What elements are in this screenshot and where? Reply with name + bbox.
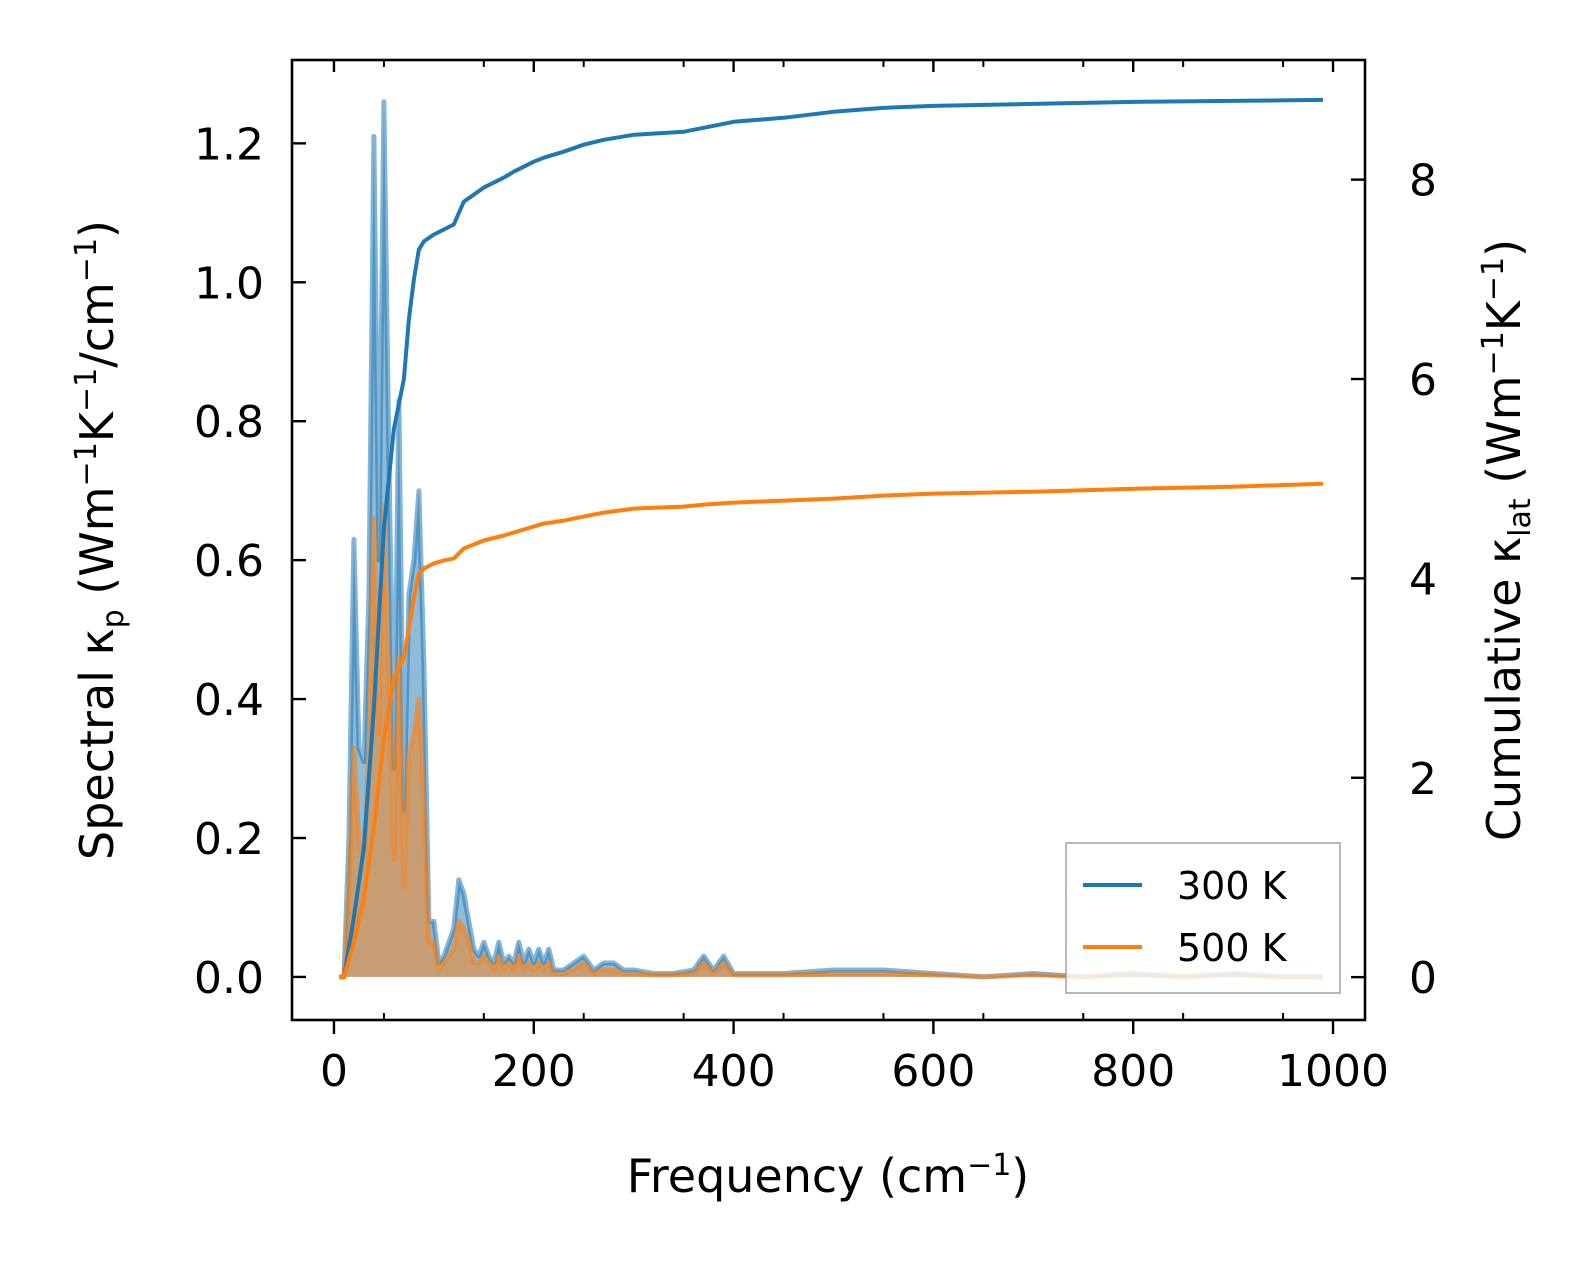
y-left-tick-label: 0.6 <box>194 536 264 587</box>
legend-box <box>1065 842 1341 994</box>
plot-area <box>339 97 1324 980</box>
plot-frame <box>290 58 1367 1022</box>
y-right-tick-label: 8 <box>1409 156 1437 207</box>
x-tick-label: 800 <box>1091 1046 1175 1097</box>
legend-label-500k: 500 K <box>1177 926 1288 970</box>
x-tick-label: 600 <box>891 1046 975 1097</box>
y-right-tick-label: 6 <box>1409 355 1437 406</box>
y-right-tick-label: 2 <box>1409 754 1437 805</box>
x-tick-label: 1000 <box>1277 1046 1389 1097</box>
legend: 300 K 500 K <box>1065 842 1341 994</box>
legend-label-300k: 300 K <box>1177 864 1288 908</box>
cumulative-line-500k <box>339 481 1324 980</box>
y-right-tick-label: 4 <box>1409 554 1437 605</box>
x-axis-title: Frequency (cm−1) <box>627 1148 1030 1203</box>
y-left-tick-label: 1.0 <box>194 258 264 309</box>
y-left-tick-label: 0.4 <box>194 675 264 726</box>
y-left-tick-label: 0.8 <box>194 397 264 448</box>
y-left-tick-label: 0.0 <box>194 953 264 1004</box>
cumulative-line-300k <box>339 97 1324 980</box>
x-tick-label: 400 <box>692 1046 776 1097</box>
x-tick-label: 200 <box>492 1046 576 1097</box>
x-tick-label: 0 <box>320 1046 348 1097</box>
y-axis-right-title: Cumulative κlat (Wm−1K−1) <box>1476 239 1538 841</box>
axes-ticks: 0 200 400 600 800 1000 0.0 0.2 0.4 0.6 0.8 1.0 1.2 0 2… <box>194 60 1437 1097</box>
y-left-tick-label: 0.2 <box>194 814 264 865</box>
y-axis-left-title: Spectral κp (Wm−1K−1/cm−1) <box>69 220 131 860</box>
spectral-line-500k <box>339 502 1323 980</box>
y-right-tick-label: 0 <box>1409 953 1437 1004</box>
y-left-tick-label: 1.2 <box>194 119 264 170</box>
